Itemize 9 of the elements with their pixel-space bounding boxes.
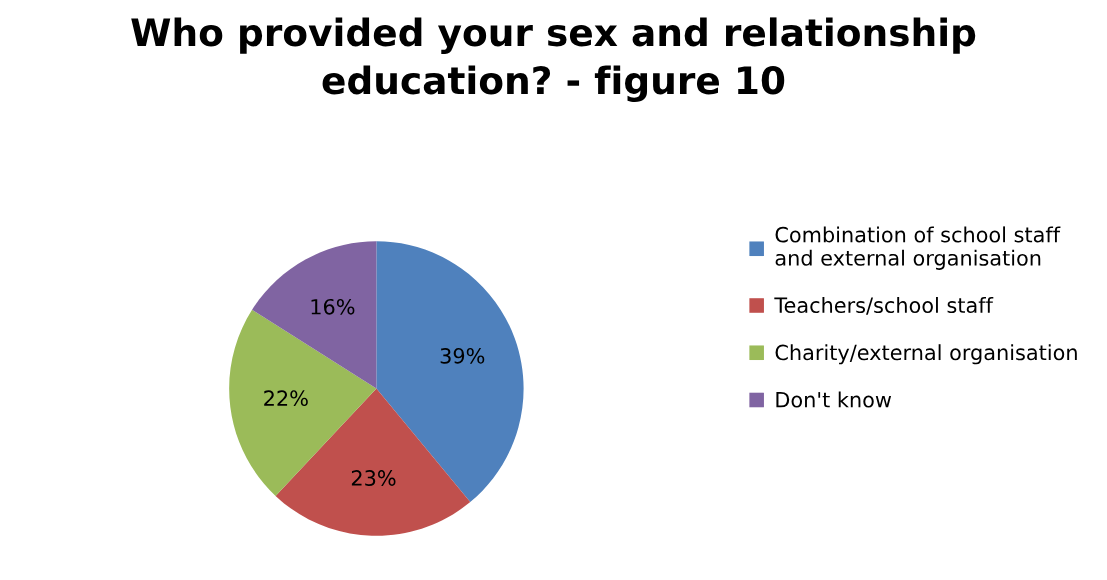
legend-label: Charity/external organisation [775,344,1077,365]
legend-label: Don't know [776,391,892,408]
chart-title: Who provided your sex and relationship education? - figure 10 [131,17,976,102]
data-label: 22% [264,390,308,407]
data-label: 16% [311,298,355,315]
data-label: 23% [351,470,396,486]
data-label: 39% [440,347,485,364]
legend-label: Teachers/school staff [774,296,994,315]
legend-label: Combination of school staff and external organisation [775,226,1061,270]
